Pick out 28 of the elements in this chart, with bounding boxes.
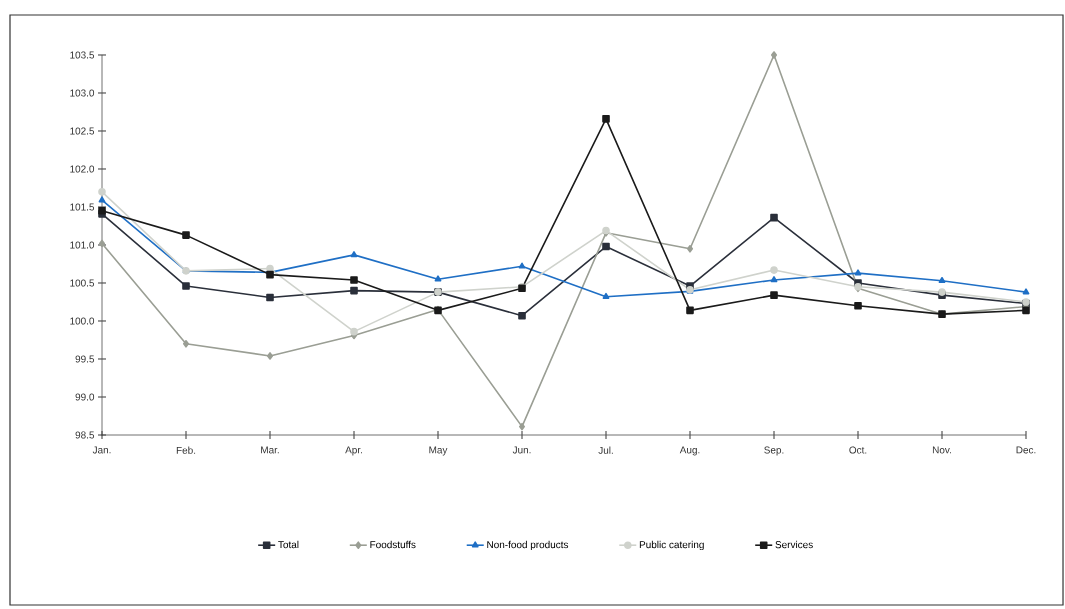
legend-label: Total [278, 540, 299, 549]
y-tick-label: 103.0 [70, 89, 95, 97]
x-tick-label: Sep. [764, 446, 784, 456]
y-tick-label: 98.5 [75, 431, 95, 439]
x-tick-label: Apr. [345, 446, 362, 456]
x-tick-label: Oct. [849, 446, 867, 454]
y-tick-label: 103.5 [70, 51, 95, 59]
y-tick-label: 102.0 [70, 165, 95, 173]
x-tick-label: Feb. [176, 446, 196, 454]
x-tick-label: Jan. [92, 446, 111, 454]
y-tick-label: 102.5 [70, 127, 95, 135]
x-tick-label: Nov. [932, 446, 951, 454]
x-tick-label: Jul. [598, 446, 613, 454]
x-tick-label: Jun. [512, 446, 531, 454]
y-tick-label: 100.5 [70, 279, 95, 287]
legend-label: Services [775, 540, 813, 549]
x-tick-label: May [429, 446, 448, 456]
y-tick-label: 99.0 [75, 393, 95, 401]
y-tick-label: 101.5 [70, 203, 95, 211]
legend-label: Foodstuffs [370, 540, 416, 549]
y-tick-label: 101.0 [70, 241, 95, 249]
x-tick-label: Mar. [261, 446, 279, 454]
x-tick-label: Aug. [679, 446, 700, 456]
x-tick-label: Dec. [1016, 446, 1036, 454]
y-tick-label: 100.0 [70, 317, 95, 325]
y-tick-label: 99.5 [75, 355, 95, 363]
legend-label: Public catering [639, 540, 704, 551]
legend-label: Non-food products [487, 540, 569, 551]
